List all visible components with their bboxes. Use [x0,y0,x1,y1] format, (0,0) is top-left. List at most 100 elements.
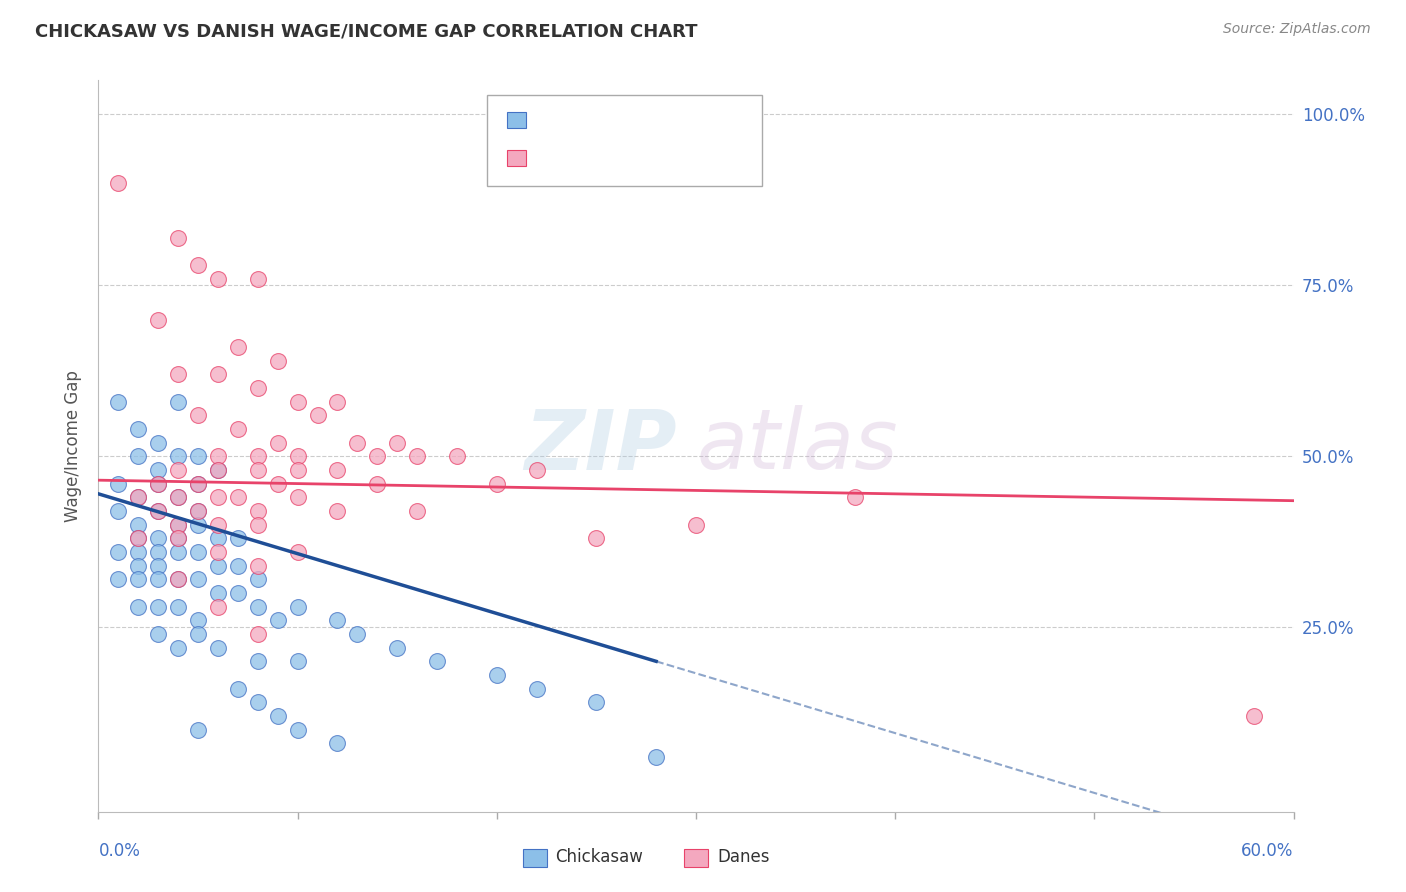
Text: Danes: Danes [717,848,770,866]
Text: 60.0%: 60.0% [1241,842,1294,860]
Point [148,476,170,491]
Point [207,640,229,655]
Point [148,504,170,518]
Point [107,572,129,586]
Point [167,531,190,545]
Point [207,599,229,614]
Point [246,463,269,477]
Point [127,558,149,573]
Point [187,409,209,423]
Point [246,654,269,668]
Point [127,490,149,504]
Point [326,613,349,627]
Point [246,572,269,586]
Point [207,586,229,600]
Point [187,258,209,272]
Point [148,531,170,545]
Point [366,449,388,463]
FancyBboxPatch shape [508,112,526,128]
Point [127,545,149,559]
Point [226,531,249,545]
Point [246,449,269,463]
Point [207,558,229,573]
FancyBboxPatch shape [508,150,526,166]
Point [526,681,548,696]
Point [187,476,209,491]
Point [346,627,368,641]
Point [148,312,170,326]
Point [127,572,149,586]
Point [127,422,149,436]
Point [207,368,229,382]
Point [187,613,209,627]
Point [267,709,290,723]
Point [127,517,149,532]
Point [167,490,190,504]
Point [226,340,249,354]
Point [267,435,290,450]
Point [167,517,190,532]
Point [107,476,129,491]
Text: 0.0%: 0.0% [98,842,141,860]
Text: Source: ZipAtlas.com: Source: ZipAtlas.com [1223,22,1371,37]
Point [585,695,607,709]
Point [207,463,229,477]
Point [107,394,129,409]
Point [207,517,229,532]
Point [187,723,209,737]
Point [167,394,190,409]
Point [287,599,309,614]
Point [346,435,368,450]
Point [287,545,309,559]
Point [287,463,309,477]
Point [645,750,668,764]
Point [148,599,170,614]
Point [226,490,249,504]
Point [107,504,129,518]
Point [246,695,269,709]
Point [207,449,229,463]
Point [167,490,190,504]
Point [246,627,269,641]
Point [287,394,309,409]
Point [226,586,249,600]
Point [844,490,866,504]
Text: R =  -0.032   N = 62: R = -0.032 N = 62 [550,148,733,163]
Point [385,435,409,450]
Point [187,476,209,491]
Point [167,599,190,614]
Point [287,723,309,737]
Point [148,558,170,573]
Point [385,640,409,655]
Point [485,668,508,682]
Point [127,531,149,545]
Point [148,463,170,477]
Point [148,435,170,450]
Point [107,545,129,559]
Point [246,381,269,395]
Point [167,230,190,244]
Point [246,599,269,614]
Point [526,463,548,477]
Point [167,368,190,382]
Y-axis label: Wage/Income Gap: Wage/Income Gap [65,370,83,522]
Point [226,681,249,696]
Point [167,640,190,655]
Point [148,627,170,641]
Point [167,572,190,586]
Point [406,449,429,463]
Point [287,449,309,463]
Point [426,654,449,668]
FancyBboxPatch shape [523,849,547,867]
Point [267,476,290,491]
Point [1243,709,1265,723]
Text: atlas: atlas [697,406,898,486]
Point [585,531,607,545]
Point [127,449,149,463]
Point [187,504,209,518]
Point [287,654,309,668]
Point [366,476,388,491]
Point [246,504,269,518]
Point [127,531,149,545]
Point [226,422,249,436]
